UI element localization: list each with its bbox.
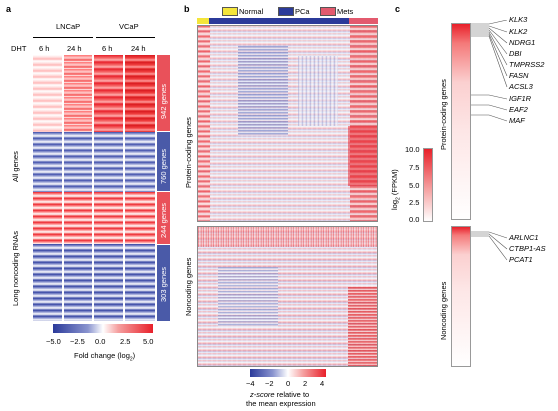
time-label-vcap-6h: 6 h xyxy=(102,44,113,53)
group-label-lncap: LNCaP xyxy=(56,22,81,31)
colorbar-c xyxy=(423,148,433,222)
colorbar-b-title-line2: the mean expression xyxy=(246,399,316,408)
colorbar-a-tick-1: −2.5 xyxy=(70,337,85,346)
legend-swatch-pca xyxy=(278,7,294,16)
gene-label-klk2: KLK2 xyxy=(509,27,528,36)
colorbar-b-tick-4: 4 xyxy=(320,379,325,388)
row-group-protein-coding-c: Protein-coding genes xyxy=(439,79,448,150)
time-label-lncap-6h: 6 h xyxy=(39,44,50,53)
gene-label-dbi: DBI xyxy=(509,49,522,58)
legend-swatch-mets xyxy=(320,7,336,16)
heatmap-a xyxy=(33,55,155,321)
expression-bar-protein xyxy=(451,23,471,220)
colorbar-b-tick-0: −4 xyxy=(246,379,255,388)
heatmap-b-noncoding xyxy=(197,226,378,367)
colorbar-a-tick-0: −5.0 xyxy=(46,337,61,346)
legend-swatch-normal xyxy=(222,7,238,16)
time-label-lncap-24h: 24 h xyxy=(67,44,82,53)
sample-bar-normal xyxy=(197,18,209,24)
gene-label-igf1r: IGF1R xyxy=(509,94,532,103)
row-group-all-genes: All genes xyxy=(11,151,20,182)
dht-label: DHT xyxy=(11,44,27,53)
block-lnc-down xyxy=(33,244,155,321)
colorbar-b xyxy=(250,369,326,377)
heatmap-b-protein xyxy=(197,25,378,222)
gene-label-maf: MAF xyxy=(509,116,525,125)
colorbar-c-tick-1: 7.5 xyxy=(409,163,420,172)
count-label-942: 942 genes xyxy=(159,83,168,119)
row-group-lncrna: Long noncoding RNAs xyxy=(11,230,20,306)
sample-bar-pca xyxy=(209,18,349,24)
colorbar-b-tick-2: 0 xyxy=(286,379,291,388)
colorbar-b-tick-1: −2 xyxy=(265,379,274,388)
colorbar-c-tick-4: 0.0 xyxy=(409,215,420,224)
count-label-760: 760 genes xyxy=(159,148,168,184)
panel-label-b: b xyxy=(184,4,190,14)
row-group-noncoding-b: Noncoding genes xyxy=(184,257,193,316)
count-label-303: 303 genes xyxy=(159,266,168,302)
lncap-bracket-line xyxy=(33,37,93,38)
gene-label-acsl3: ACSL3 xyxy=(509,82,533,91)
row-group-noncoding-c: Noncoding genes xyxy=(439,281,448,340)
colorbar-c-tick-2: 5.0 xyxy=(409,181,420,190)
colorbar-c-tick-0: 10.0 xyxy=(405,145,420,154)
legend-label-normal: Normal xyxy=(239,7,264,16)
gene-label-ctbp1-as: CTBP1-AS xyxy=(509,244,546,253)
colorbar-c-tick-3: 2.5 xyxy=(409,198,420,207)
count-band-760 xyxy=(157,132,170,191)
gene-label-fasn: FASN xyxy=(509,71,529,80)
group-label-vcap: VCaP xyxy=(119,22,139,31)
gene-leader-lines xyxy=(471,20,508,261)
colorbar-b-title-line1: z-score relative to xyxy=(250,390,310,399)
expression-bar-noncoding xyxy=(451,226,471,367)
gene-label-ndrg1: NDRG1 xyxy=(509,38,536,47)
block-lnc-up xyxy=(33,192,155,244)
count-band-244 xyxy=(157,192,170,244)
gene-label-tmprss2: TMPRSS2 xyxy=(509,60,545,69)
colorbar-a-tick-2: 0.0 xyxy=(95,337,106,346)
gene-label-eaf2: EAF2 xyxy=(509,105,528,114)
legend-label-mets: Mets xyxy=(337,7,354,16)
colorbar-b-tick-3: 2 xyxy=(303,379,308,388)
panel-label-a: a xyxy=(6,4,12,14)
colorbar-a xyxy=(53,324,153,333)
colorbar-a-tick-4: 5.0 xyxy=(143,337,154,346)
vcap-bracket-line xyxy=(96,37,155,38)
count-band-942 xyxy=(157,55,170,131)
gene-label-klk3: KLK3 xyxy=(509,15,528,24)
legend-label-pca: PCa xyxy=(295,7,310,16)
gene-label-arlnc1: ARLNC1 xyxy=(509,233,539,242)
colorbar-a-title: Fold change (log2) xyxy=(74,351,136,363)
time-label-vcap-24h: 24 h xyxy=(131,44,146,53)
block-all-genes-down xyxy=(33,132,155,192)
row-group-protein-coding-b: Protein-coding genes xyxy=(184,117,193,188)
sample-bar-mets xyxy=(349,18,378,24)
panel-label-c: c xyxy=(395,4,401,14)
count-label-244: 244 genes xyxy=(159,202,168,238)
gene-label-pcat1: PCAT1 xyxy=(509,255,533,264)
count-band-303 xyxy=(157,245,170,321)
colorbar-c-title: log2 (FPKM) xyxy=(390,169,402,210)
colorbar-a-tick-3: 2.5 xyxy=(120,337,131,346)
